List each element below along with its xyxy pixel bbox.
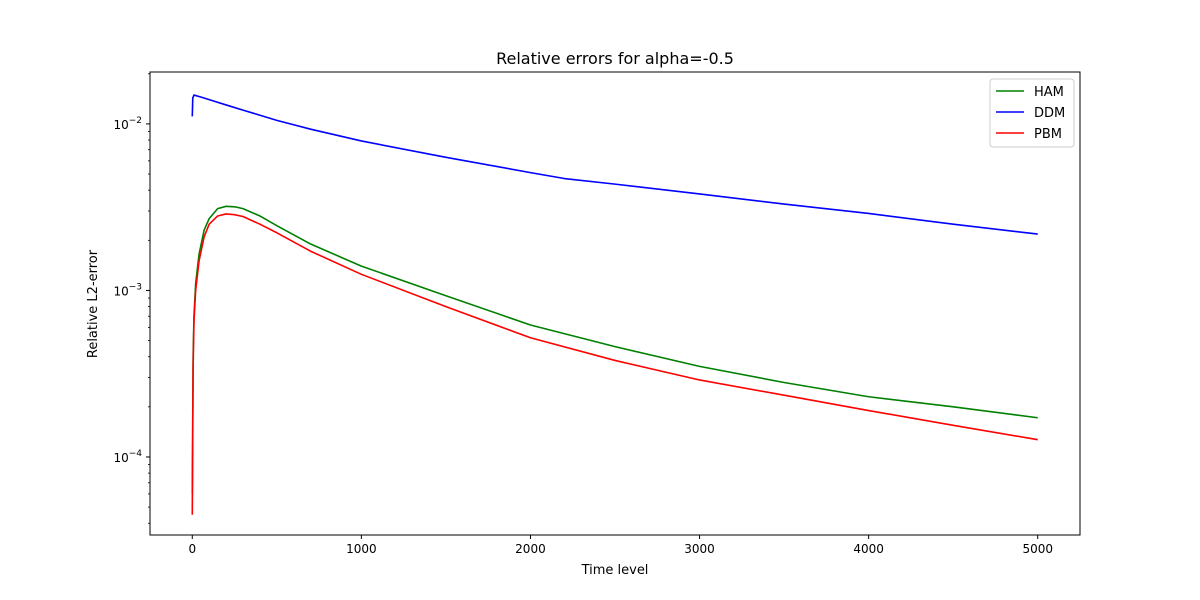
- y-tick-label: 10−4: [113, 449, 142, 465]
- legend-label-ham: HAM: [1034, 85, 1064, 100]
- y-tick-base: 10: [113, 451, 128, 465]
- y-tick-exponent: −4: [129, 449, 143, 459]
- legend: HAM DDM PBM: [989, 78, 1075, 148]
- x-tick-label: 1000: [346, 542, 377, 556]
- y-tick-exponent: −2: [129, 116, 142, 126]
- legend-label-ddm: DDM: [1034, 106, 1065, 121]
- x-tick-label: 2000: [515, 542, 546, 556]
- y-tick-label: 10−3: [113, 282, 142, 298]
- legend-box: [989, 78, 1075, 148]
- x-axis: 0 1000 2000 3000 4000 5000: [188, 535, 1053, 556]
- series-line-pbm: [191, 213, 1038, 515]
- y-tick-exponent: −3: [129, 282, 142, 292]
- y-axis: 10−210−310−4: [113, 73, 150, 524]
- y-tick-label: 10−2: [113, 116, 142, 132]
- x-tick-label: 5000: [1022, 542, 1053, 556]
- series-line-ddm: [191, 94, 1038, 235]
- legend-label-pbm: PBM: [1034, 127, 1062, 142]
- x-axis-label: Time level: [581, 563, 649, 578]
- x-tick-label: 0: [188, 542, 196, 556]
- y-tick-base: 10: [113, 284, 128, 298]
- y-tick-base: 10: [113, 118, 128, 132]
- x-tick-label: 4000: [853, 542, 884, 556]
- chart-title: Relative errors for alpha=-0.5: [496, 49, 734, 68]
- x-tick-label: 3000: [684, 542, 715, 556]
- y-axis-label: Relative L2-error: [86, 249, 101, 358]
- series-group: [191, 94, 1038, 515]
- plot-area-frame: [149, 71, 1081, 536]
